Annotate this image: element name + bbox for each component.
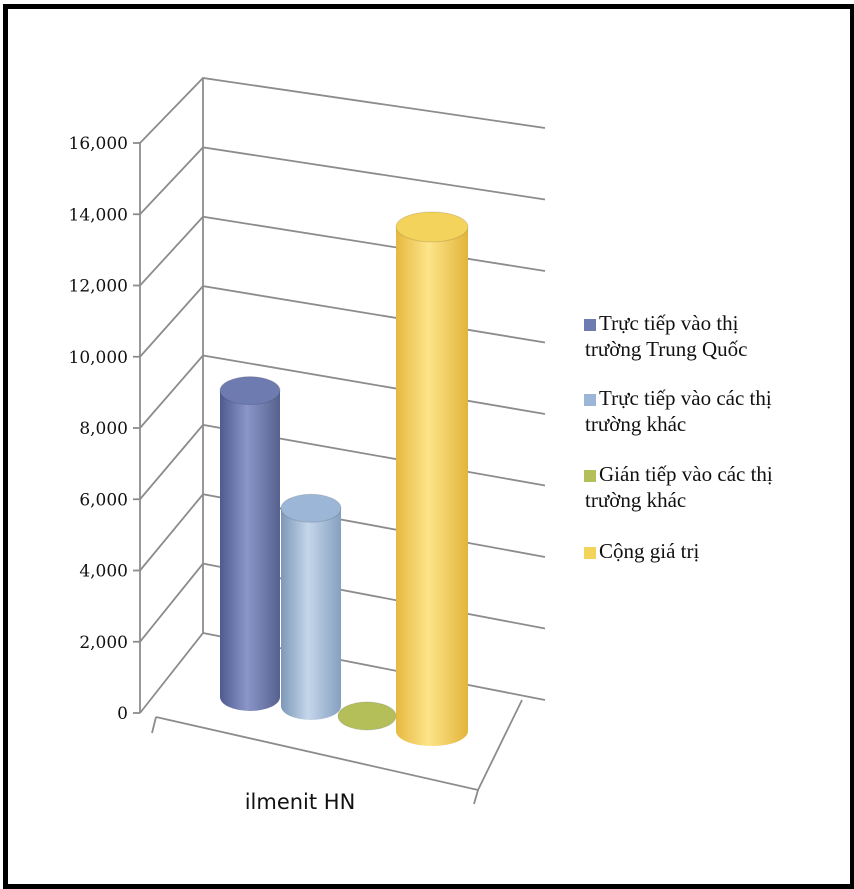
y-tick-label: 14,000 bbox=[69, 205, 128, 225]
gridline bbox=[139, 77, 546, 144]
bar-top bbox=[280, 493, 342, 523]
bar bbox=[280, 493, 342, 720]
y-tick-label: 6,000 bbox=[79, 490, 128, 510]
bar bbox=[395, 211, 469, 746]
gridlines bbox=[139, 77, 546, 805]
bars bbox=[219, 211, 469, 746]
legend-item: Gián tiếp vào các thị trường khác bbox=[584, 462, 773, 512]
y-tick-label: 2,000 bbox=[79, 633, 128, 653]
category-label: ilmenit HN bbox=[245, 790, 356, 814]
bar bbox=[337, 701, 397, 731]
gridline bbox=[139, 632, 546, 714]
bar-body bbox=[281, 508, 341, 720]
bar bbox=[219, 376, 281, 711]
legend-label: Cộng giá trị bbox=[599, 539, 699, 563]
y-axis-ticks: 0 2,000 4,000 6,000 8,000 10,000 12,000 14,000 1… bbox=[69, 134, 140, 724]
y-tick-label: 10,000 bbox=[69, 348, 128, 368]
legend-label: Trực tiếp vào thị trường Trung Quốc bbox=[585, 311, 748, 361]
y-tick-label: 4,000 bbox=[79, 562, 128, 582]
legend: Trực tiếp vào thị trường Trung Quốc Trực t… bbox=[584, 311, 773, 563]
gridline bbox=[139, 423, 546, 500]
legend-item: Cộng giá trị bbox=[584, 539, 699, 563]
gridline bbox=[139, 215, 546, 287]
gridline bbox=[139, 493, 546, 572]
gridline bbox=[139, 146, 546, 215]
floor-tick bbox=[151, 716, 157, 734]
bar-body bbox=[396, 226, 468, 746]
y-tick-label: 8,000 bbox=[79, 419, 128, 439]
gridline bbox=[139, 285, 546, 358]
y-tick-label: 12,000 bbox=[69, 277, 128, 297]
gridline bbox=[139, 562, 546, 643]
floor-tick bbox=[473, 789, 479, 805]
bar-body bbox=[220, 390, 280, 711]
legend-swatch bbox=[584, 547, 596, 559]
legend-item: Trực tiếp vào thị trường Trung Quốc bbox=[584, 311, 748, 361]
legend-label: Gián tiếp vào các thị trường khác bbox=[585, 462, 773, 512]
y-tick-label: 16,000 bbox=[69, 134, 128, 154]
legend-swatch bbox=[584, 394, 596, 406]
gridline bbox=[139, 354, 546, 429]
legend-item: Trực tiếp vào các thị trường khác bbox=[584, 386, 772, 436]
bar-top bbox=[337, 701, 397, 731]
legend-swatch bbox=[584, 319, 596, 331]
bar-top bbox=[219, 376, 281, 406]
legend-swatch bbox=[584, 470, 596, 482]
legend-label: Trực tiếp vào các thị trường khác bbox=[585, 386, 772, 436]
bar-top bbox=[395, 211, 469, 243]
y-tick-label: 0 bbox=[117, 704, 128, 724]
